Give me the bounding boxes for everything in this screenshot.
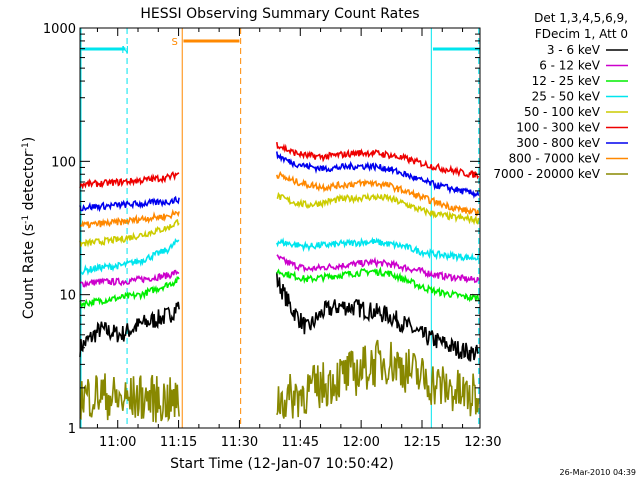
- x-tick-label: 11:00: [99, 435, 136, 450]
- series-line-6: [79, 151, 480, 213]
- legend-label: 12 - 25 keV: [532, 74, 601, 88]
- axes-layer: 11:00 11:15 11:30 11:45 12:00 12:15 12:30 1 10 10…: [43, 22, 502, 450]
- series-line-2: [79, 266, 480, 310]
- flag-label-s: S: [171, 37, 177, 48]
- y-tick-label: 1000: [43, 22, 76, 37]
- series-line-0: [79, 272, 479, 362]
- series-line-3: [79, 236, 480, 276]
- y-axis-label-sup2: -1: [21, 142, 31, 151]
- flag-label-n: N: [121, 45, 128, 56]
- legend: Det 1,3,4,5,6,9, FDecim 1, Att 0 3 - 6 k…: [493, 11, 628, 181]
- x-tick-label: 11:30: [221, 435, 258, 450]
- y-tick-label: 100: [51, 155, 76, 170]
- legend-label: 7000 - 20000 keV: [493, 167, 600, 181]
- flags-layer: NS: [80, 37, 480, 56]
- legend-label: 100 - 300 keV: [516, 121, 600, 135]
- y-axis-label-mid: detector: [21, 151, 37, 215]
- legend-header-2: FDecim 1, Att 0: [535, 27, 628, 41]
- x-axis-label: Start Time (12-Jan-07 10:50:42): [170, 456, 394, 472]
- legend-label: 800 - 7000 keV: [509, 152, 601, 166]
- legend-label: 300 - 800 keV: [516, 136, 600, 150]
- x-tick-label: 12:30: [464, 435, 501, 450]
- legend-header-1: Det 1,3,4,5,6,9,: [534, 11, 628, 25]
- y-axis-label-main: Count Rate (s: [21, 224, 37, 319]
- y-axis-label: Count Rate (s-1 detector-1): [21, 137, 37, 319]
- series-line-4: [79, 191, 480, 248]
- y-axis-label-sup1: -1: [21, 215, 31, 224]
- y-tick-label: 10: [59, 289, 76, 304]
- x-tick-label: 11:45: [282, 435, 319, 450]
- y-axis-label-end: ): [21, 137, 37, 142]
- series-line-8: [79, 339, 480, 423]
- series-layer: [79, 141, 480, 423]
- x-tick-label: 12:00: [342, 435, 379, 450]
- legend-label: 3 - 6 keV: [547, 43, 601, 57]
- legend-label: 50 - 100 keV: [524, 105, 601, 119]
- series-line-7: [79, 170, 480, 229]
- series-line-1: [79, 254, 480, 288]
- footer-timestamp: 26-Mar-2010 04:39: [560, 468, 637, 477]
- legend-label: 6 - 12 keV: [539, 59, 601, 73]
- markers-layer: [80, 28, 480, 428]
- x-tick-label: 12:15: [403, 435, 440, 450]
- legend-label: 25 - 50 keV: [532, 90, 601, 104]
- y-tick-label: 1: [68, 422, 76, 437]
- x-tick-label: 11:15: [160, 435, 197, 450]
- series-line-5: [79, 141, 480, 190]
- chart-title: HESSI Observing Summary Count Rates: [140, 6, 419, 22]
